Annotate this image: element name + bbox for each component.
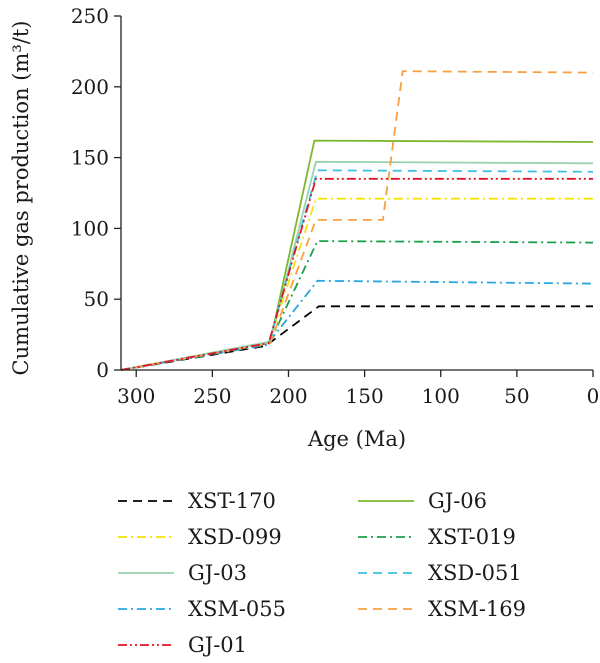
y-tick-label: 0 <box>96 358 109 382</box>
series-line-gj-01 <box>120 177 593 371</box>
series-line-xsd-099 <box>120 197 593 371</box>
y-tick-label: 50 <box>84 287 109 311</box>
series-line-xsm-055 <box>120 279 594 371</box>
series-layer <box>120 70 594 371</box>
series-line-xsm-169 <box>120 70 594 371</box>
x-tick-label: 250 <box>193 384 231 408</box>
series-line-xsd-051 <box>120 169 594 371</box>
y-axis-title: Cumulative gas production (m³/t) <box>9 21 33 376</box>
x-axis-title: Age (Ma) <box>307 427 406 451</box>
x-tick-label: 100 <box>422 384 460 408</box>
legend-label: GJ-01 <box>188 633 247 657</box>
legend-label: XSM-169 <box>428 597 526 621</box>
y-tick-label: 100 <box>71 216 109 240</box>
x-tick-label: 150 <box>346 384 384 408</box>
legend-label: XST-019 <box>428 525 516 549</box>
legend-label: GJ-03 <box>188 561 247 585</box>
series-line-gj-03 <box>120 160 594 371</box>
series-line-xst-019 <box>120 240 594 371</box>
legend-label: XST-170 <box>188 489 276 513</box>
legend-label: XSD-051 <box>428 561 522 585</box>
series-line-xst-170 <box>120 305 593 371</box>
x-tick-label: 200 <box>269 384 307 408</box>
legend: XST-170 GJ-06 XSD-099 XST-019 GJ-03 XSD-051 XS… <box>118 489 526 657</box>
y-tick-label: 250 <box>71 4 109 28</box>
legend-label: XSM-055 <box>188 597 286 621</box>
legend-label: XSD-099 <box>188 525 282 549</box>
legend-label: GJ-06 <box>428 489 487 513</box>
x-tick-label: 50 <box>504 384 529 408</box>
y-tick-label: 200 <box>71 75 109 99</box>
x-tick-label: 0 <box>587 384 600 408</box>
series-line-gj-06 <box>120 139 594 371</box>
x-tick-label: 300 <box>117 384 155 408</box>
y-tick-label: 150 <box>71 146 109 170</box>
axes: 0 50 100 150 200 250 300 250 200 150 100 50 0 <box>71 4 600 408</box>
